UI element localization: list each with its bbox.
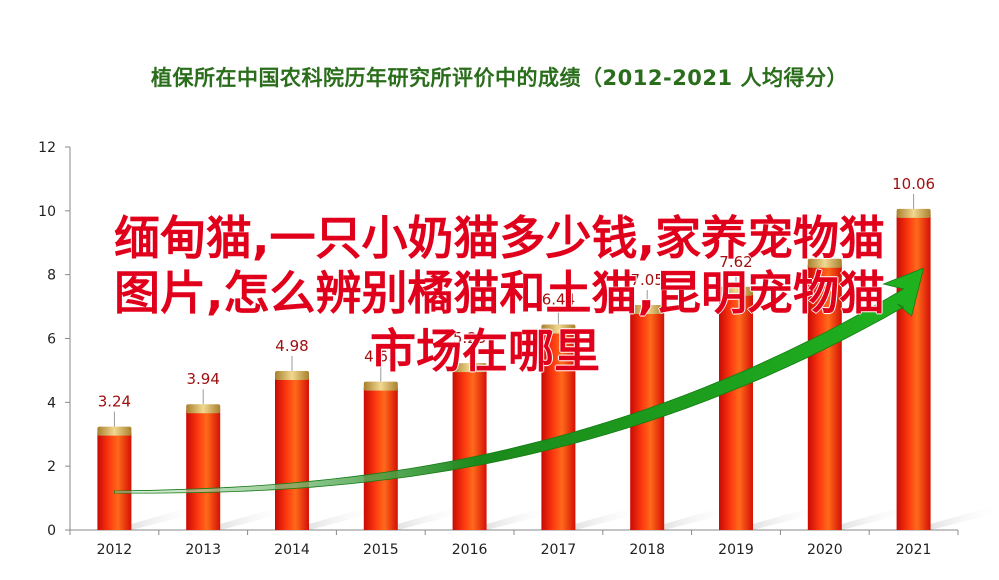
x-tick-label: 2020 xyxy=(807,542,843,558)
data-label: 7.05 xyxy=(630,271,663,289)
data-label: 3.94 xyxy=(186,370,219,388)
data-label: 5.23 xyxy=(453,329,486,347)
bar-cap-2014 xyxy=(275,371,309,381)
data-label: 3.24 xyxy=(98,393,131,411)
bar-cap-2020 xyxy=(807,258,842,268)
y-tick-label: 0 xyxy=(47,523,56,539)
bar-cap-2017 xyxy=(541,324,576,334)
bar-2021 xyxy=(896,214,931,530)
bar-shadow xyxy=(397,504,468,530)
bar-2016 xyxy=(452,369,487,530)
bar-cap-2015 xyxy=(363,381,398,391)
data-label: 4.98 xyxy=(275,337,308,355)
bar-shadow xyxy=(753,504,823,530)
bar-cap-2018 xyxy=(630,304,665,314)
y-tick-label: 8 xyxy=(47,268,56,284)
bar-shadow xyxy=(575,504,646,530)
bar-2020 xyxy=(807,264,842,530)
x-tick-label: 2017 xyxy=(541,542,577,558)
bar-2012 xyxy=(97,432,132,530)
bar-shadow xyxy=(220,504,291,530)
x-tick-label: 2013 xyxy=(185,542,221,558)
y-tick-label: 4 xyxy=(47,395,56,411)
x-tick-label: 2018 xyxy=(629,542,665,558)
data-label: 7.62 xyxy=(719,253,752,271)
bar-2017 xyxy=(541,330,576,530)
overlay-text-line-2: 图片,怎么辨别橘猫和土猫,昆明宠物猫 xyxy=(114,266,885,320)
overlay-text-line-3: 市场在哪里 xyxy=(370,324,600,378)
bar-2015 xyxy=(363,387,398,530)
data-label: 4.65 xyxy=(364,348,397,366)
x-tick-label: 2021 xyxy=(896,542,932,558)
trend-arrow xyxy=(114,267,925,494)
data-label: 10.06 xyxy=(892,175,935,193)
bar-cap-2012 xyxy=(97,426,132,436)
y-tick-label: 2 xyxy=(47,459,56,475)
data-label: 6.44 xyxy=(542,290,575,308)
bar-2019 xyxy=(719,292,753,530)
y-tick-label: 6 xyxy=(47,332,56,348)
overlay-text-line-1: 缅甸猫,一只小奶猫多少钱,家养宠物猫 xyxy=(114,211,885,265)
bar-cap-2013 xyxy=(186,404,221,414)
chart-title: 植保所在中国农科院历年研究所评价中的成绩（2012-2021 人均得分） xyxy=(151,66,848,90)
bar-cap-2021 xyxy=(896,208,931,218)
y-tick-label: 12 xyxy=(38,140,56,156)
bar-shadow xyxy=(930,504,999,530)
x-tick-label: 2016 xyxy=(452,542,488,558)
x-tick-label: 2014 xyxy=(274,542,310,558)
bar-cap-2016 xyxy=(452,363,487,373)
bar-shadow xyxy=(841,504,912,530)
x-tick-label: 2015 xyxy=(363,542,399,558)
bar-2014 xyxy=(275,377,309,530)
bar-shadow xyxy=(664,504,735,530)
x-tick-label: 2012 xyxy=(97,542,133,558)
x-tick-label: 2019 xyxy=(718,542,754,558)
y-tick-label: 10 xyxy=(38,204,56,220)
bar-shadow xyxy=(309,504,379,530)
bar-shadow xyxy=(131,504,202,530)
bar-2013 xyxy=(186,410,221,530)
bar-shadow xyxy=(486,504,557,530)
bar-cap-2019 xyxy=(719,286,753,296)
